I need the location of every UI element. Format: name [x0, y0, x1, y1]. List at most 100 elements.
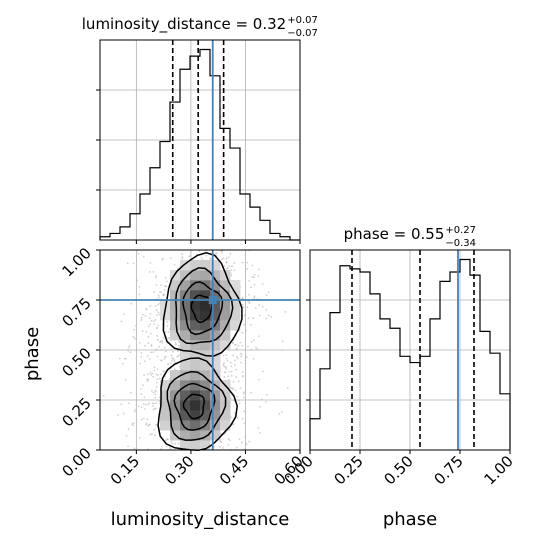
density-cell	[180, 300, 191, 311]
sample-point	[167, 363, 170, 366]
sample-point	[227, 375, 230, 378]
sample-point	[244, 253, 247, 256]
density-cell	[170, 310, 181, 321]
sample-point	[154, 434, 156, 437]
sample-point	[146, 380, 149, 383]
density-cell	[220, 330, 231, 341]
sample-point	[248, 302, 251, 304]
sample-point	[153, 366, 156, 369]
sample-point	[154, 349, 157, 352]
contour-line	[166, 370, 227, 441]
density-cell	[210, 280, 221, 291]
density-cell	[210, 360, 221, 371]
sample-point	[242, 392, 245, 395]
density-cell	[170, 370, 181, 381]
phase-hist-panel: phase = 0.55 +0.27 −0.34	[306, 225, 511, 454]
sample-point	[216, 252, 218, 254]
sample-point	[220, 258, 223, 261]
sample-point	[165, 445, 168, 448]
density-cell	[180, 410, 191, 421]
sample-point	[235, 348, 238, 350]
contour-line	[162, 252, 243, 357]
density-cell	[190, 440, 201, 451]
contour-line	[173, 382, 216, 431]
sample-point	[143, 374, 146, 377]
sample-point	[230, 269, 233, 271]
sample-point	[156, 348, 158, 351]
sample-point	[284, 310, 287, 313]
sample-point	[253, 273, 256, 276]
sample-point	[151, 402, 154, 405]
y-tick-label: 0.75	[58, 294, 94, 330]
sample-point	[171, 442, 174, 445]
sample-point	[170, 348, 173, 351]
sample-point	[247, 317, 250, 320]
sample-point	[149, 323, 151, 326]
sample-point	[260, 398, 263, 401]
sample-point	[226, 357, 228, 360]
sample-point	[140, 388, 142, 390]
sample-point	[234, 343, 236, 346]
sample-point	[242, 396, 245, 399]
sample-point	[248, 440, 251, 443]
sample-point	[225, 354, 228, 357]
sample-point	[242, 306, 245, 308]
sample-point	[125, 357, 127, 360]
sample-point	[145, 330, 148, 333]
sample-point	[128, 344, 131, 347]
density-cell	[190, 420, 201, 431]
sample-point	[134, 337, 136, 340]
sample-point	[155, 402, 158, 405]
sample-point	[149, 262, 152, 264]
sample-point	[256, 347, 259, 350]
density-cell	[160, 380, 171, 391]
sample-point	[155, 385, 158, 388]
sample-point	[155, 275, 157, 278]
sample-point	[233, 262, 236, 264]
density-cell	[190, 410, 201, 421]
sample-point	[142, 402, 145, 405]
y-tick-label: 0.25	[58, 394, 94, 430]
sample-point	[244, 435, 247, 438]
sample-point	[152, 408, 155, 411]
sample-point	[257, 275, 260, 278]
sample-point	[245, 329, 247, 332]
density-cell	[200, 310, 211, 321]
sample-point	[250, 340, 253, 343]
density-cell	[180, 360, 191, 371]
sample-point	[152, 405, 154, 407]
sample-point	[120, 320, 123, 323]
sample-point	[161, 258, 164, 261]
sample-point	[150, 351, 153, 354]
sample-point	[164, 356, 167, 358]
density-cell	[200, 290, 211, 301]
sample-point	[131, 423, 134, 426]
sample-point	[140, 355, 143, 358]
sample-point	[178, 341, 180, 343]
sample-point	[239, 352, 242, 355]
y-tick-label: 0.50	[58, 344, 94, 380]
density-cell	[170, 290, 181, 301]
density-cell	[170, 320, 181, 331]
sample-point	[265, 317, 268, 320]
sample-point	[171, 357, 174, 360]
density-cell	[190, 430, 201, 441]
density-cell	[170, 410, 181, 421]
sample-point	[164, 331, 167, 334]
sample-point	[158, 345, 161, 348]
sample-point	[158, 296, 160, 298]
sample-point	[232, 423, 235, 426]
sample-point	[132, 422, 135, 425]
sample-point	[144, 344, 147, 347]
sample-point	[140, 316, 143, 319]
sample-point	[245, 356, 248, 358]
sample-point	[238, 399, 240, 402]
sample-point	[142, 313, 144, 316]
density-cell	[190, 290, 201, 301]
lumi-hist-panel: luminosity_distance = 0.32 +0.07 −0.07	[82, 15, 318, 244]
sample-point	[146, 418, 149, 421]
sample-point	[166, 320, 169, 323]
sample-point	[261, 283, 264, 285]
density-cell	[220, 340, 231, 351]
density-cell	[220, 420, 231, 431]
